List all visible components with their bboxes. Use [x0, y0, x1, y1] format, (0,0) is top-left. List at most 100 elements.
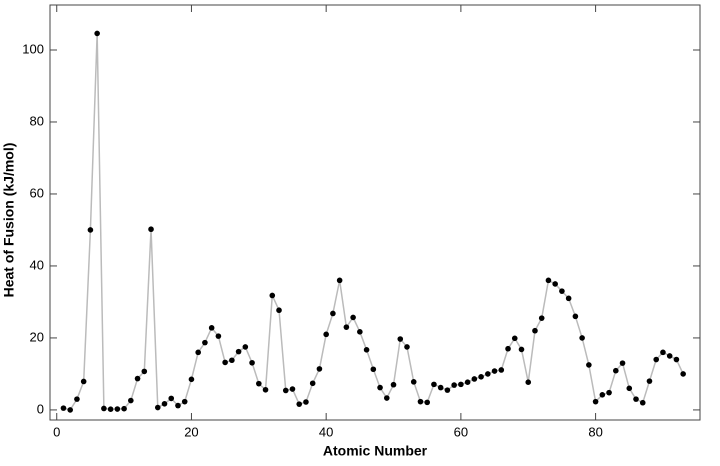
- data-point: [276, 307, 282, 314]
- data-point: [626, 385, 633, 392]
- data-point: [195, 349, 201, 356]
- data-point: [94, 30, 100, 37]
- data-point: [134, 375, 141, 382]
- data-point: [148, 226, 154, 233]
- data-point: [242, 344, 249, 350]
- data-point: [202, 339, 208, 346]
- data-point: [606, 389, 612, 396]
- data-point: [343, 324, 350, 330]
- y-tick-label: 0: [37, 401, 44, 416]
- data-point: [316, 366, 323, 372]
- x-tick-label: 60: [454, 424, 468, 439]
- data-point: [417, 398, 424, 405]
- data-point: [518, 346, 525, 353]
- data-point: [296, 401, 303, 407]
- data-point: [107, 406, 114, 413]
- data-point: [559, 288, 565, 294]
- data-point: [350, 314, 356, 321]
- data-point: [74, 396, 80, 402]
- data-point: [586, 362, 592, 368]
- y-tick-label: 20: [30, 329, 44, 344]
- data-point: [639, 399, 646, 406]
- data-point: [431, 381, 437, 388]
- data-point: [538, 315, 545, 321]
- y-tick-label: 60: [30, 185, 44, 200]
- data-point: [572, 313, 579, 320]
- data-point: [370, 366, 377, 373]
- data-point: [404, 344, 410, 350]
- data-point: [424, 399, 431, 406]
- data-point: [673, 356, 680, 363]
- data-point: [161, 401, 168, 407]
- data-point: [60, 405, 67, 411]
- x-axis-label: Atomic Number: [323, 443, 428, 459]
- data-point: [565, 295, 572, 302]
- data-line: [63, 33, 684, 411]
- data-point: [633, 396, 639, 402]
- data-point: [121, 405, 127, 412]
- data-point: [579, 335, 585, 341]
- data-point: [437, 384, 444, 391]
- data-point: [128, 397, 134, 404]
- data-point: [154, 404, 161, 411]
- data-point: [330, 310, 336, 317]
- data-point: [249, 359, 255, 366]
- data-point: [303, 399, 309, 405]
- data-point: [485, 371, 491, 377]
- data-point: [188, 376, 195, 383]
- data-point: [256, 380, 262, 387]
- data-point: [87, 227, 94, 233]
- data-point: [222, 359, 228, 366]
- data-point: [552, 281, 558, 287]
- data-point: [141, 368, 148, 375]
- data-point: [653, 356, 660, 363]
- data-point: [229, 357, 235, 364]
- data-point: [357, 329, 363, 335]
- data-point: [478, 374, 484, 380]
- data-point: [390, 381, 397, 388]
- data-point: [666, 353, 673, 359]
- plot-frame: [49, 4, 701, 421]
- data-point: [181, 398, 188, 405]
- data-point: [309, 380, 316, 387]
- data-point: [592, 398, 599, 405]
- x-tick-label: 20: [184, 424, 198, 439]
- data-point: [511, 335, 518, 342]
- data-point: [80, 378, 87, 385]
- data-point: [532, 327, 538, 334]
- data-point: [175, 402, 181, 409]
- data-point: [613, 367, 619, 374]
- data-point: [323, 331, 329, 338]
- data-point: [397, 336, 404, 342]
- data-point: [464, 379, 471, 386]
- data-point: [383, 395, 390, 401]
- data-point: [444, 387, 451, 393]
- y-tick-label: 80: [30, 113, 44, 128]
- y-tick-label: 100: [22, 41, 44, 56]
- data-point: [269, 292, 276, 299]
- data-point: [498, 367, 505, 373]
- data-point: [619, 360, 626, 366]
- data-point: [451, 382, 457, 388]
- data-point: [458, 381, 464, 388]
- data-point: [289, 386, 296, 392]
- data-point: [114, 406, 121, 412]
- data-point: [208, 325, 215, 331]
- data-point: [363, 347, 370, 353]
- data-point: [101, 405, 107, 412]
- data-point: [215, 333, 222, 339]
- data-point: [282, 387, 289, 394]
- data-point: [525, 379, 532, 386]
- data-point: [680, 371, 686, 377]
- y-tick-label: 40: [30, 257, 44, 272]
- data-point: [410, 379, 417, 385]
- data-point: [646, 378, 653, 384]
- data-point: [491, 368, 498, 374]
- data-point: [471, 376, 478, 382]
- data-point: [545, 277, 552, 284]
- data-point: [168, 395, 175, 402]
- data-point: [67, 407, 74, 413]
- y-axis-label: Heat of Fusion (kJ/mol): [1, 143, 17, 298]
- data-point: [235, 348, 242, 355]
